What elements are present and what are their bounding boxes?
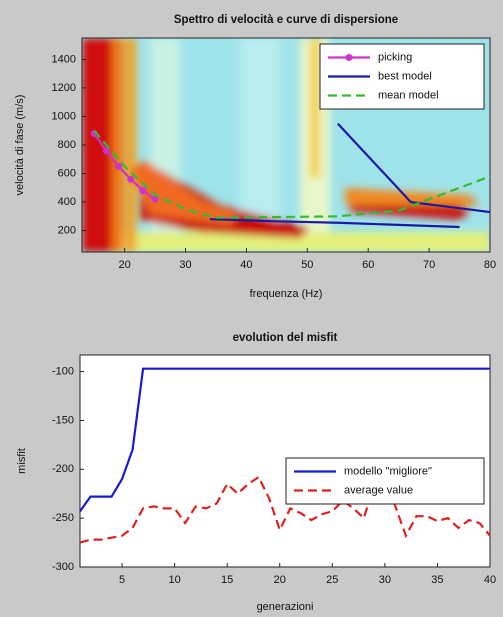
legend-label: picking: [378, 51, 412, 63]
series-point: [115, 162, 123, 170]
y-tick-label: 400: [58, 196, 76, 208]
y-tick-label: 1200: [52, 82, 76, 94]
x-tick-label: 80: [484, 259, 496, 271]
y-tick-label: 1000: [52, 110, 76, 122]
x-tick-label: 60: [362, 259, 374, 271]
x-tick-label: 20: [274, 574, 286, 586]
legend-label: average value: [344, 484, 413, 496]
legend-label: modello "migliore": [344, 465, 432, 477]
chart-title: Spettro di velocità e curve di dispersio…: [174, 14, 398, 26]
y-tick-label: 600: [58, 167, 76, 179]
legend-label: best model: [378, 70, 432, 82]
y-tick-label: -100: [52, 366, 74, 378]
x-tick-label: 70: [423, 259, 435, 271]
y-tick-label: -300: [52, 561, 74, 573]
x-axis-label: generazioni: [257, 601, 314, 613]
y-tick-label: 800: [58, 139, 76, 151]
y-tick-label: -150: [52, 414, 74, 426]
x-tick-label: 20: [119, 259, 131, 271]
series-point: [102, 147, 110, 155]
chart-title: evolution del misfit: [233, 332, 338, 344]
series-line: [209, 122, 491, 229]
x-tick-label: 25: [326, 574, 338, 586]
legend-marker: [345, 54, 353, 61]
x-tick-label: 5: [119, 574, 125, 586]
x-tick-label: 30: [179, 259, 191, 271]
series-point: [139, 187, 147, 195]
x-axis-label: frequenza (Hz): [250, 288, 323, 300]
y-axis-label: velocità di fase (m/s): [14, 95, 26, 196]
y-tick-label: 1400: [52, 53, 76, 65]
y-tick-label: 200: [58, 225, 76, 237]
x-tick-label: 40: [484, 574, 496, 586]
x-tick-label: 35: [431, 574, 443, 586]
series-line: [79, 475, 491, 544]
y-axis-label: misfit: [16, 448, 28, 474]
x-tick-label: 15: [221, 574, 233, 586]
x-tick-label: 40: [240, 259, 252, 271]
y-tick-label: -200: [52, 463, 74, 475]
y-tick-label: -250: [52, 512, 74, 524]
series-point: [127, 175, 135, 183]
x-tick-label: 10: [168, 574, 180, 586]
series-point: [151, 195, 159, 203]
series-line: [93, 130, 491, 219]
x-tick-label: 50: [301, 259, 313, 271]
legend-box: [285, 457, 485, 505]
x-tick-label: 30: [379, 574, 391, 586]
series-line: [79, 367, 490, 512]
legend-label: mean model: [378, 89, 439, 101]
